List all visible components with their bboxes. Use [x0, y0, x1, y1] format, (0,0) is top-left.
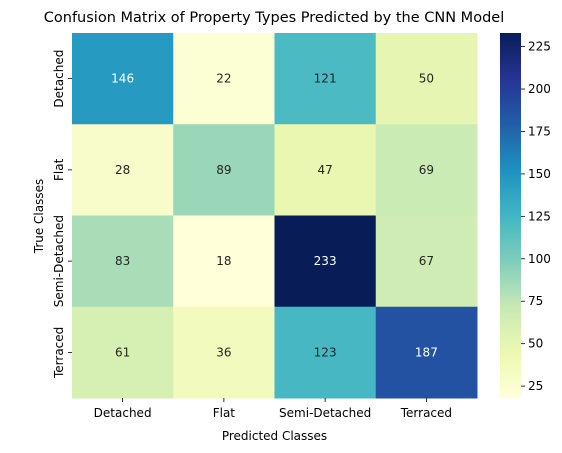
cell-value-label: 121 — [314, 72, 337, 86]
colorbar-tick-label: 75 — [528, 294, 543, 308]
colorbar-tick-label: 125 — [528, 209, 551, 223]
cell-value-label: 89 — [216, 163, 231, 177]
cell-value-label: 83 — [115, 254, 130, 268]
y-tick-label-flat: Flat — [52, 158, 66, 181]
cell-value-label: 67 — [419, 254, 434, 268]
cell-value-label: 50 — [419, 72, 434, 86]
x-tick-label-terraced: Terraced — [400, 406, 452, 420]
colorbar-tick-label: 150 — [528, 167, 551, 181]
cell-value-label: 36 — [216, 345, 231, 359]
cell-value-label: 69 — [419, 163, 434, 177]
cell-value-label: 123 — [314, 345, 337, 359]
x-tick-label-semi-detached: Semi-Detached — [279, 406, 371, 420]
heatmap-cells — [72, 33, 478, 399]
cell-value-label: 146 — [111, 72, 134, 86]
cell-value-label: 187 — [415, 345, 438, 359]
x-axis-label: Predicted Classes — [222, 429, 327, 443]
cell-value-label: 233 — [314, 254, 337, 268]
y-tick-label-semi-detached: Semi-Detached — [52, 215, 66, 307]
chart-title: Confusion Matrix of Property Types Predi… — [44, 10, 504, 26]
colorbar-tick-label: 200 — [528, 82, 551, 96]
x-tick-label-flat: Flat — [213, 406, 236, 420]
y-axis-label: True Classes — [32, 179, 46, 255]
cell-value-label: 47 — [317, 163, 332, 177]
colorbar-tick-label: 225 — [528, 40, 551, 54]
colorbar-tick-label: 25 — [528, 379, 543, 393]
colorbar-ticks: 25 50 75 100 125 150 175 200 225 — [521, 40, 551, 394]
x-axis-ticks: Detached Flat Semi-Detached Terraced — [94, 398, 452, 420]
cell-value-label: 28 — [115, 163, 130, 177]
colorbar — [500, 33, 521, 398]
colorbar-tick-label: 50 — [528, 337, 543, 351]
colorbar-tick-label: 175 — [528, 124, 551, 138]
cell-value-label: 18 — [216, 254, 231, 268]
x-tick-label-detached: Detached — [94, 406, 152, 420]
cell-value-label: 61 — [115, 345, 130, 359]
y-axis-ticks: Detached Flat Semi-Detached Terraced — [52, 50, 72, 379]
cell-value-label: 22 — [216, 72, 231, 86]
colorbar-tick-label: 100 — [528, 252, 551, 266]
y-tick-label-detached: Detached — [52, 50, 66, 108]
y-tick-label-terraced: Terraced — [52, 327, 66, 379]
